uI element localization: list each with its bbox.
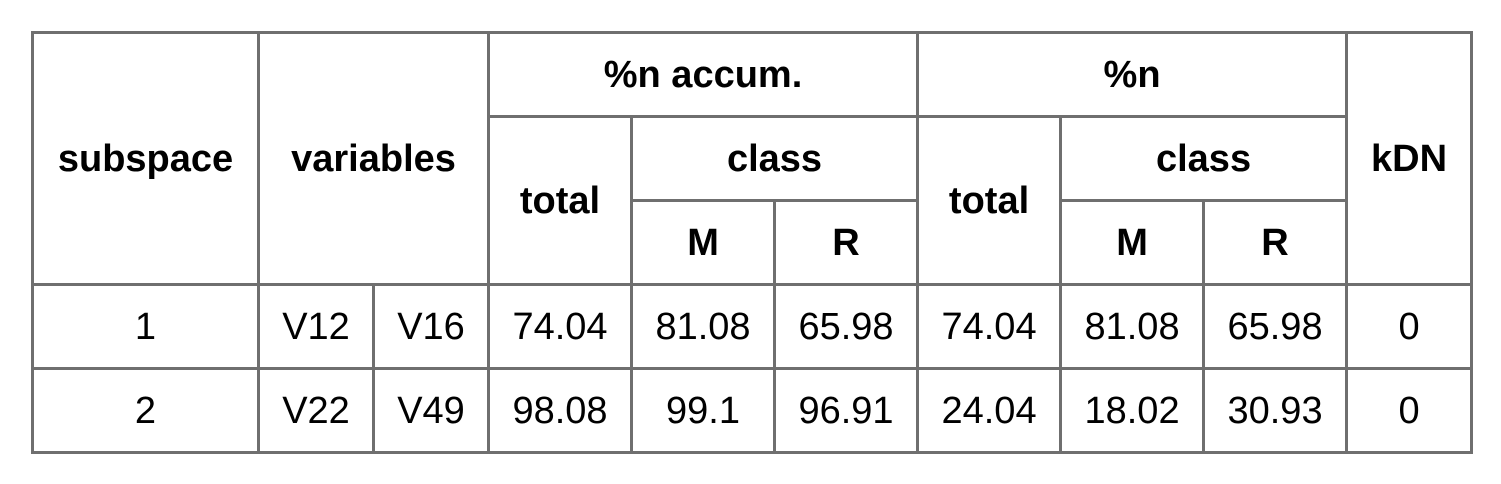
cell-accum-total: 74.04 [487,283,634,370]
header-row-1: subspace variables %n accum. %n kDN [31,31,1474,286]
cell-n-total: 24.04 [916,367,1063,454]
cell-n-m: 81.08 [1059,283,1206,370]
cell-variable-a: V12 [257,283,375,370]
cell-accum-m: 99.1 [630,367,777,454]
results-table: subspace variables %n accum. %n kDN tota… [31,31,1474,454]
header-n-group: %n [916,31,1349,118]
header-subspace: subspace [31,31,260,286]
cell-accum-r: 65.98 [773,283,920,370]
header-accum-m: M [630,199,777,286]
cell-variable-b: V16 [371,283,491,370]
header-kdn: kDN [1345,31,1474,286]
cell-n-m: 18.02 [1059,367,1206,454]
header-accum-class: class [630,115,920,202]
header-row-3: M R M R [33,199,1472,286]
cell-n-r: 65.98 [1202,283,1349,370]
cell-kdn: 0 [1345,283,1474,370]
header-variables: variables [256,31,491,286]
cell-accum-r: 96.91 [773,367,920,454]
cell-subspace: 2 [31,367,260,454]
header-n-m: M [1059,199,1206,286]
cell-kdn: 0 [1345,367,1474,454]
header-accum-group: %n accum. [487,31,920,118]
header-n-r: R [1202,199,1349,286]
cell-accum-m: 81.08 [630,283,777,370]
header-n-total: total [916,115,1063,286]
cell-subspace: 1 [31,283,260,370]
cell-variable-b: V49 [371,367,491,454]
cell-n-r: 30.93 [1202,367,1349,454]
header-accum-total: total [487,115,634,286]
cell-accum-total: 98.08 [487,367,634,454]
table-row: 2 V22 V49 98.08 99.1 96.91 24.04 18.02 3… [31,367,1474,454]
header-row-2: total class total class [33,115,1472,286]
table-row: 1 V12 V16 74.04 81.08 65.98 74.04 81.08 … [31,283,1474,370]
cell-variable-a: V22 [257,367,375,454]
cell-n-total: 74.04 [916,283,1063,370]
header-accum-r: R [773,199,920,286]
header-n-class: class [1059,115,1349,202]
